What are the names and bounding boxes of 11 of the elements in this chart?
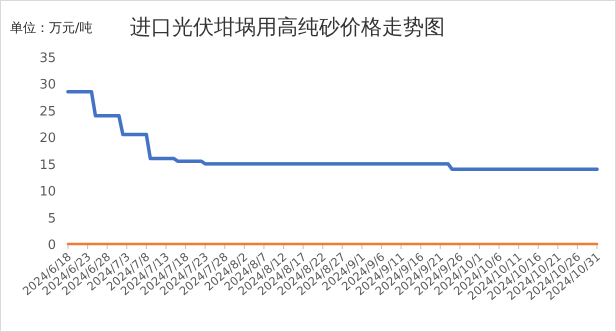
- text: 单位：万元/吨: [10, 21, 92, 36]
- y-tick-label: 15: [39, 158, 56, 173]
- y-tick-label: 10: [39, 184, 56, 200]
- y-tick-label: 0: [48, 238, 56, 253]
- line-series: [66, 90, 599, 171]
- y-tick-label: 20: [39, 131, 56, 146]
- y-tick-label: 25: [39, 104, 56, 120]
- y-tick-label: 5: [48, 211, 56, 226]
- y-tick-label: 30: [39, 78, 56, 93]
- chart-title: 进口光伏坩埚用高纯砂价格走势图: [130, 15, 445, 39]
- y-tick-label: 35: [39, 51, 56, 66]
